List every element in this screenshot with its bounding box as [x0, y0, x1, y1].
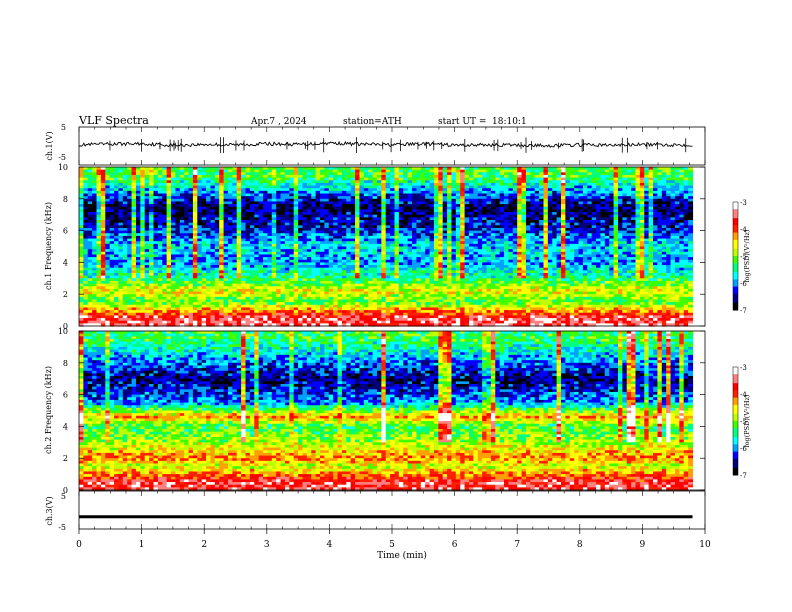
ch1-waveform-ylabel: ch.1(V) [45, 131, 54, 160]
station-label: station=ATH [343, 117, 402, 127]
start-ut-value: 18:10:1 [492, 117, 527, 127]
ch1-ytick-top: 5 [61, 123, 66, 132]
ch1-spectrogram-image [79, 167, 693, 327]
waveform-line [79, 142, 693, 147]
ch1-waveform-trace [79, 127, 705, 165]
date-label: Apr.7 , 2024 [250, 117, 307, 127]
start-ut-label: start UT = [438, 117, 486, 127]
vlf-figure: VLF Spectra Apr.7 , 2024 station=ATH sta… [0, 0, 792, 612]
figure-title: VLF Spectra [78, 114, 149, 127]
ch1-waveform-panel: 5 -5 ch.1(V) [45, 123, 705, 165]
ch1-ytick-bottom: -5 [58, 153, 66, 162]
